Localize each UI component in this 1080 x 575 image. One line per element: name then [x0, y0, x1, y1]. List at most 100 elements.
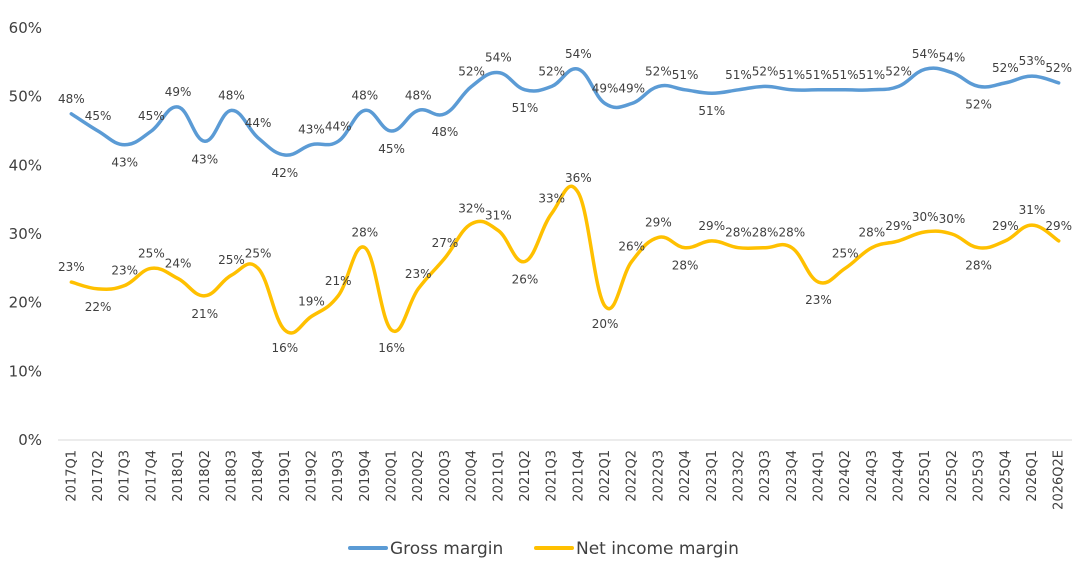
net-income-margin-line — [69, 184, 1061, 335]
y-tick-label: 60% — [9, 19, 42, 37]
y-tick-label: 40% — [9, 156, 42, 174]
data-label: 52% — [885, 64, 912, 78]
x-tick-label: 2025Q2 — [945, 450, 960, 502]
x-tick-label: 2019Q1 — [278, 450, 293, 502]
y-tick-label: 0% — [18, 431, 42, 449]
legend: Gross margin Net income margin — [348, 539, 739, 559]
x-tick-label: 2025Q1 — [918, 450, 933, 502]
data-label: 23% — [405, 267, 432, 281]
data-label: 22% — [85, 300, 112, 314]
legend-label-gross-margin: Gross margin — [390, 539, 503, 559]
data-label: 45% — [378, 142, 405, 156]
data-label: 52% — [992, 61, 1019, 75]
data-label: 48% — [432, 125, 459, 139]
x-tick-label: 2024Q4 — [892, 450, 907, 502]
data-labels: 48%45%43%45%49%43%48%44%42%43% 44%48%45%4… — [58, 47, 1072, 355]
data-label: 24% — [165, 257, 192, 271]
data-label: 44% — [245, 116, 272, 130]
data-label: 51% — [698, 104, 725, 118]
y-axis: 0% 10% 20% 30% 40% 50% 60% — [9, 19, 42, 449]
x-tick-label: 2026Q2E — [1052, 450, 1067, 510]
x-tick-label: 2023Q4 — [785, 450, 800, 502]
y-tick-label: 10% — [9, 362, 42, 380]
data-label: 51% — [832, 68, 859, 82]
data-label: 43% — [298, 123, 325, 137]
x-tick-label: 2019Q4 — [358, 450, 373, 502]
x-tick-label: 2023Q2 — [731, 450, 746, 502]
x-tick-label: 2026Q1 — [1025, 450, 1040, 502]
x-tick-label: 2024Q1 — [812, 450, 827, 502]
data-label: 48% — [352, 88, 379, 102]
data-label: 33% — [538, 191, 565, 205]
data-label: 52% — [458, 64, 485, 78]
y-tick-label: 50% — [9, 88, 42, 106]
data-label: 48% — [58, 92, 85, 106]
data-label: 54% — [912, 47, 939, 61]
x-tick-label: 2025Q4 — [998, 450, 1013, 502]
data-label: 49% — [592, 82, 619, 96]
data-label: 32% — [458, 202, 485, 216]
data-label: 23% — [111, 264, 138, 278]
data-label: 54% — [565, 47, 592, 61]
x-tick-label: 2017Q2 — [91, 450, 106, 502]
data-label: 16% — [378, 341, 405, 355]
data-label: 52% — [1045, 61, 1072, 75]
x-tick-label: 2018Q1 — [171, 450, 186, 502]
data-label: 48% — [218, 88, 245, 102]
x-tick-label: 2022Q2 — [625, 450, 640, 502]
data-label: 49% — [165, 85, 192, 99]
data-label: 36% — [565, 171, 592, 185]
x-tick-label: 2019Q2 — [305, 450, 320, 502]
data-label: 45% — [138, 109, 165, 123]
legend-label-net-income-margin: Net income margin — [576, 539, 739, 559]
data-label: 54% — [939, 51, 966, 65]
data-label: 28% — [672, 259, 699, 273]
x-tick-label: 2018Q4 — [251, 450, 266, 502]
series-lines — [69, 66, 1061, 335]
y-tick-label: 20% — [9, 294, 42, 312]
data-label: 28% — [965, 259, 992, 273]
data-label: 44% — [325, 119, 352, 133]
x-tick-label: 2022Q1 — [598, 450, 613, 502]
x-tick-label: 2020Q4 — [465, 450, 480, 502]
x-tick-label: 2021Q4 — [571, 450, 586, 502]
x-tick-label: 2021Q3 — [545, 450, 560, 502]
x-tick-label: 2023Q1 — [705, 450, 720, 502]
data-label: 29% — [992, 219, 1019, 233]
data-label: 19% — [298, 294, 325, 308]
data-label: 26% — [618, 239, 645, 253]
x-tick-label: 2018Q3 — [224, 450, 239, 502]
data-label: 29% — [698, 219, 725, 233]
data-label: 48% — [405, 88, 432, 102]
data-label: 29% — [885, 219, 912, 233]
x-tick-label: 2020Q1 — [385, 450, 400, 502]
x-tick-label: 2020Q3 — [438, 450, 453, 502]
data-label: 21% — [325, 274, 352, 288]
x-tick-label: 2017Q1 — [64, 450, 79, 502]
data-label: 51% — [672, 68, 699, 82]
data-label: 31% — [1019, 203, 1046, 217]
data-label: 25% — [218, 253, 245, 267]
data-label: 30% — [939, 212, 966, 226]
data-label: 30% — [912, 210, 939, 224]
data-label: 23% — [58, 260, 85, 274]
data-label: 52% — [965, 97, 992, 111]
gross-margin-line — [69, 66, 1061, 157]
data-label: 20% — [592, 317, 619, 331]
data-label: 51% — [778, 68, 805, 82]
data-label: 25% — [138, 246, 165, 260]
x-tick-label: 2022Q4 — [678, 450, 693, 502]
x-tick-label: 2018Q2 — [198, 450, 213, 502]
x-axis: 2017Q1 2017Q2 2017Q3 2017Q4 2018Q1 2018Q2 2018… — [58, 439, 1072, 510]
data-label: 28% — [859, 226, 886, 240]
x-tick-label: 2021Q1 — [491, 450, 506, 502]
x-tick-label: 2023Q3 — [758, 450, 773, 502]
data-label: 26% — [512, 272, 539, 286]
x-tick-label: 2024Q3 — [865, 450, 880, 502]
data-label: 27% — [432, 236, 459, 250]
data-label: 54% — [485, 51, 512, 65]
data-label: 28% — [778, 226, 805, 240]
x-tick-label: 2017Q4 — [144, 450, 159, 502]
